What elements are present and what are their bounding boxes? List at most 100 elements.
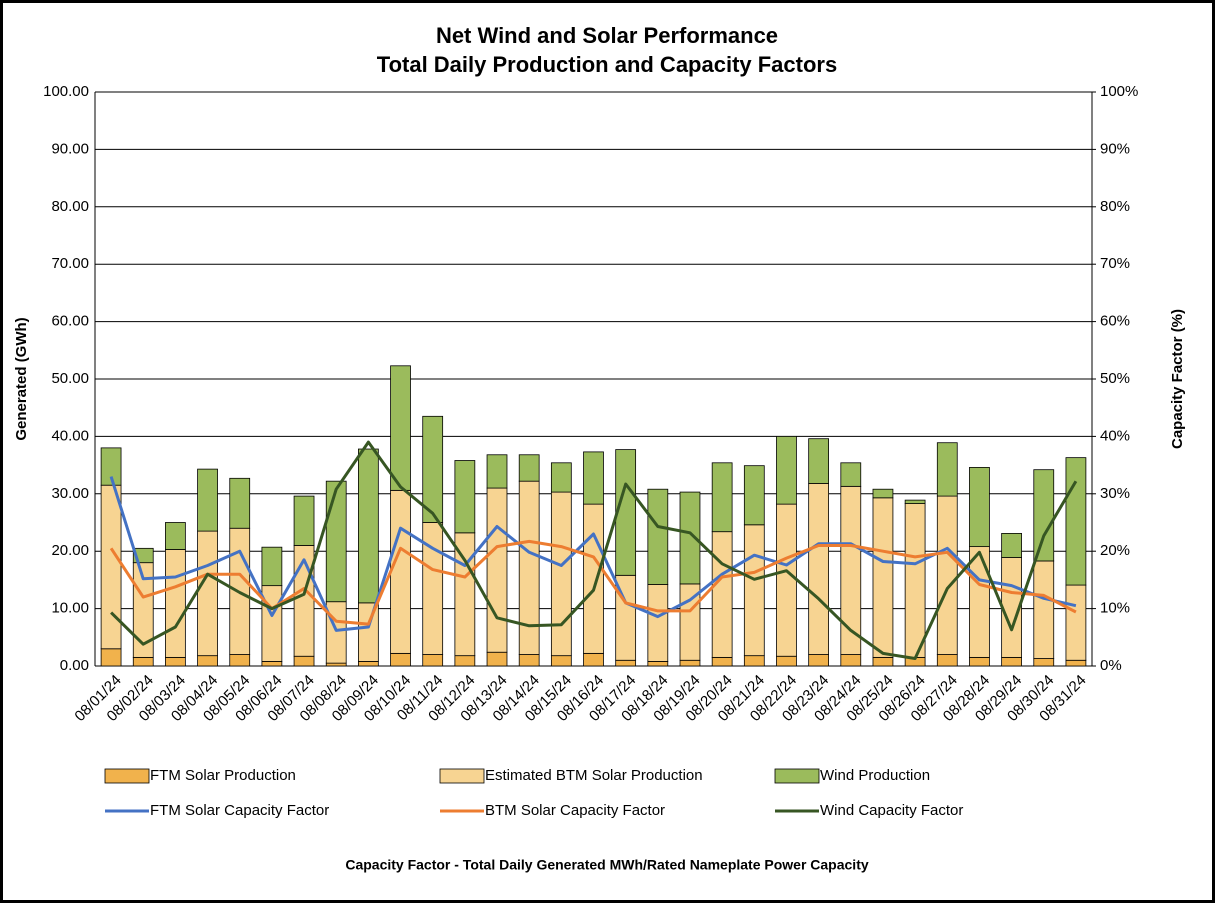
bar [261, 661, 283, 667]
y2-tick-label: 20% [1100, 542, 1130, 559]
bar [615, 449, 637, 576]
bar [358, 602, 379, 662]
bar [647, 488, 669, 585]
bar [1033, 560, 1055, 659]
bar [904, 499, 926, 504]
bar [711, 462, 733, 533]
bar [325, 662, 347, 667]
bar [872, 656, 894, 667]
bar [969, 656, 990, 667]
bar [583, 503, 604, 654]
bar [808, 654, 829, 667]
bar [197, 530, 218, 657]
legend-label: Wind Capacity Factor [820, 802, 963, 819]
bar [229, 654, 251, 667]
y-tick-label: 40.00 [51, 427, 89, 444]
bar [743, 465, 765, 526]
y2-tick-label: 30% [1100, 485, 1130, 502]
y2-tick-label: 100% [1100, 83, 1138, 100]
bar [100, 447, 122, 486]
bar [486, 454, 508, 489]
bar [1065, 584, 1087, 661]
bar [840, 654, 862, 667]
y2-tick-label: 50% [1100, 370, 1130, 387]
bar [1065, 457, 1087, 586]
bar [454, 655, 476, 667]
bar [100, 484, 122, 650]
bar [550, 462, 572, 493]
y2-tick-label: 40% [1100, 427, 1130, 444]
legend-swatch [439, 768, 485, 784]
bar [358, 661, 379, 667]
bar [776, 503, 797, 657]
bar [422, 654, 444, 667]
legend-label: Wind Production [820, 767, 930, 784]
bar [165, 656, 186, 667]
bar [165, 522, 186, 550]
line [109, 476, 1077, 632]
bar [936, 495, 958, 655]
bar [872, 497, 894, 658]
bar [550, 491, 572, 657]
bar [776, 435, 797, 505]
bar [358, 448, 379, 604]
bar [969, 546, 990, 658]
y-tick-label: 60.00 [51, 313, 89, 330]
bar [100, 648, 122, 667]
y-axis-title: Generated (GWh) [13, 317, 30, 440]
bar [486, 487, 508, 653]
y-tick-label: 30.00 [51, 485, 89, 502]
y2-tick-label: 10% [1100, 600, 1130, 617]
bar [1033, 658, 1055, 667]
bar [615, 659, 637, 667]
legend-label: FTM Solar Capacity Factor [150, 802, 329, 819]
bar [872, 488, 894, 499]
y-tick-label: 90.00 [51, 140, 89, 157]
y2-tick-label: 80% [1100, 198, 1130, 215]
legend-label: BTM Solar Capacity Factor [485, 802, 665, 819]
bar [711, 531, 733, 658]
bar [197, 468, 218, 532]
bar [1065, 659, 1087, 667]
bar [647, 661, 669, 667]
bar [936, 654, 958, 667]
y-tick-label: 10.00 [51, 600, 89, 617]
y2-tick-label: 70% [1100, 255, 1130, 272]
bar [679, 659, 701, 667]
bar [390, 365, 411, 491]
chart-title: Net Wind and Solar Performance [436, 23, 778, 48]
bar [132, 656, 154, 667]
y-tick-label: 100.00 [43, 83, 89, 100]
bar [679, 491, 701, 585]
y2-tick-label: 0% [1100, 657, 1122, 674]
bar [583, 451, 604, 505]
bar [422, 415, 444, 523]
bar [293, 655, 315, 667]
bar [390, 652, 411, 667]
bar [1001, 656, 1022, 667]
bar [518, 454, 540, 482]
bar [808, 438, 829, 484]
bar [293, 495, 315, 546]
bar [936, 442, 958, 497]
bar [776, 655, 797, 667]
bar [583, 652, 604, 667]
legend-label: Estimated BTM Solar Production [485, 767, 703, 784]
footnote: Capacity Factor - Total Daily Generated … [345, 857, 869, 873]
bar [1033, 469, 1055, 562]
bar [647, 584, 669, 662]
bar [325, 601, 347, 664]
bar [808, 483, 829, 655]
bar [261, 585, 283, 662]
y2-axis-title: Capacity Factor (%) [1169, 309, 1186, 449]
y-tick-label: 50.00 [51, 370, 89, 387]
bar [1001, 533, 1022, 558]
bar [486, 651, 508, 667]
legend-swatch [774, 768, 820, 784]
bar [261, 546, 283, 587]
bar [229, 477, 251, 529]
bar [743, 655, 765, 667]
bar [904, 503, 926, 658]
